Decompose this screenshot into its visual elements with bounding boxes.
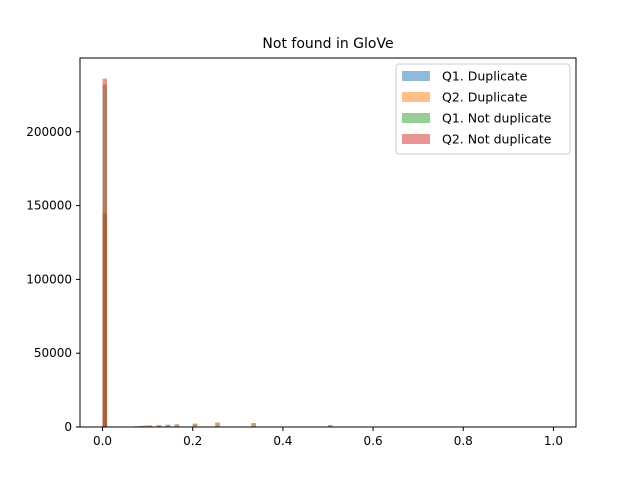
plot-frame bbox=[79, 57, 577, 428]
bar-series-2-bin-7 bbox=[156, 425, 162, 427]
y-tick-label: 150000 bbox=[26, 199, 72, 213]
x-tick-label: 0.4 bbox=[273, 434, 292, 448]
bar-series-2-bin-10 bbox=[192, 423, 198, 427]
y-tick-label: 100000 bbox=[26, 272, 72, 286]
legend: Q1. Duplicate Q2. Duplicate Q1. Not duplic… bbox=[395, 63, 571, 155]
legend-swatch bbox=[402, 113, 430, 123]
bar-series-4-bin-1 bbox=[102, 78, 108, 427]
legend-label: Q2. Duplicate bbox=[442, 90, 528, 105]
x-tick-label: 0.2 bbox=[183, 434, 202, 448]
bars-group bbox=[102, 78, 333, 428]
x-tick-label: 0.8 bbox=[454, 434, 473, 448]
axes-group: 0.0 0.2 0.4 0.6 0.8 1.0 0 50000 100000 150000 2000… bbox=[26, 57, 577, 448]
bar-series-2-bin-8 bbox=[165, 424, 171, 427]
bar-series-2-bin-11 bbox=[215, 422, 220, 427]
x-tick-label: 0.0 bbox=[93, 434, 112, 448]
bar-series-2-bin-13 bbox=[328, 425, 333, 427]
y-tick-label: 50000 bbox=[34, 346, 72, 360]
bar-series-2-bin-4 bbox=[138, 425, 144, 427]
x-tick-label: 1.0 bbox=[544, 434, 563, 448]
y-tick-label: 200000 bbox=[26, 125, 72, 139]
bar-series-2-bin-5 bbox=[143, 425, 148, 427]
legend-swatch bbox=[402, 134, 430, 144]
bar-series-2-bin-9 bbox=[174, 424, 180, 427]
legend-label: Q2. Not duplicate bbox=[442, 132, 552, 147]
y-tick-label: 0 bbox=[64, 420, 72, 434]
legend-swatch bbox=[402, 71, 430, 81]
legend-label: Q1. Duplicate bbox=[442, 69, 528, 84]
x-tick-label: 0.6 bbox=[364, 434, 383, 448]
legend-label: Q1. Not duplicate bbox=[442, 111, 552, 126]
legend-swatch bbox=[402, 92, 430, 102]
chart-title: Not found in GloVe bbox=[262, 36, 393, 52]
legend-box bbox=[395, 63, 571, 155]
bar-series-2-bin-12 bbox=[251, 423, 256, 427]
bar-series-2-bin-6 bbox=[147, 425, 153, 427]
